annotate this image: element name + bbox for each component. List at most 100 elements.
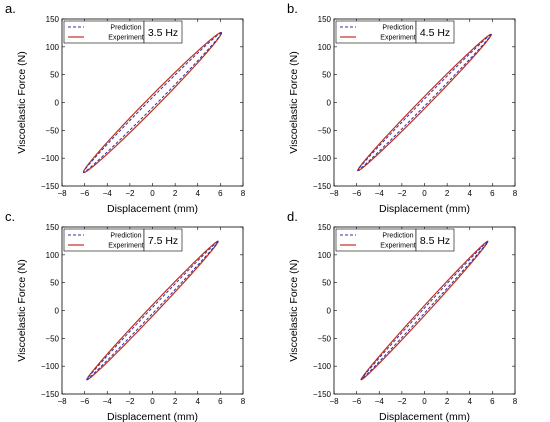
frequency-box xyxy=(415,228,455,252)
frequency-box xyxy=(143,20,183,44)
x-tick-label: 6 xyxy=(218,189,223,198)
legend-label-prediction: Prediction xyxy=(382,233,413,240)
y-tick-label: 0 xyxy=(55,99,60,108)
y-tick-label: −50 xyxy=(317,126,331,135)
x-tick-label: −6 xyxy=(80,397,90,406)
panel-label: b. xyxy=(287,1,298,16)
y-tick-label: 100 xyxy=(318,43,332,52)
x-axis-label: Displacement (mm) xyxy=(107,411,198,422)
x-tick-label: 2 xyxy=(173,397,178,406)
experiment-loop xyxy=(82,31,223,174)
y-tick-label: 100 xyxy=(46,43,60,52)
legend-label-prediction: Prediction xyxy=(110,233,141,240)
y-tick-label: −100 xyxy=(313,154,332,163)
y-tick-label: −100 xyxy=(41,362,60,371)
x-axis-label: Displacement (mm) xyxy=(379,411,470,422)
frequency-box xyxy=(415,20,455,44)
x-tick-label: −4 xyxy=(103,397,113,406)
x-tick-label: 4 xyxy=(196,397,201,406)
plot-frame xyxy=(61,226,244,395)
legend-label-experiment: Experiment xyxy=(380,35,415,42)
x-tick-label: 4 xyxy=(196,189,201,198)
x-tick-label: −4 xyxy=(103,189,113,198)
panel-label: a. xyxy=(5,1,16,16)
x-tick-label: −2 xyxy=(397,397,407,406)
x-tick-label: 8 xyxy=(241,189,246,198)
legend-label-experiment: Experiment xyxy=(108,35,143,42)
x-tick-label: −8 xyxy=(329,189,339,198)
y-tick-label: 50 xyxy=(50,279,59,288)
y-tick-label: 0 xyxy=(327,99,332,108)
frequency-label: 4.5 Hz xyxy=(420,27,450,39)
frequency-box xyxy=(143,228,183,252)
x-tick-label: −8 xyxy=(57,397,67,406)
y-axis-label: Viscoelastic Force (N) xyxy=(16,259,28,362)
x-tick-label: −6 xyxy=(352,189,362,198)
x-tick-label: −2 xyxy=(125,397,135,406)
prediction-loop xyxy=(360,240,489,381)
x-tick-label: 0 xyxy=(422,397,427,406)
x-tick-label: 0 xyxy=(422,189,427,198)
frequency-label: 3.5 Hz xyxy=(148,27,178,39)
panel-label: d. xyxy=(287,209,298,224)
x-tick-label: −6 xyxy=(80,189,90,198)
frequency-label: 7.5 Hz xyxy=(148,235,178,247)
x-axis-label: Displacement (mm) xyxy=(107,203,198,215)
x-tick-label: 0 xyxy=(150,397,155,406)
chart-panel-1: a. −8 −6 −4 −2 0 2 4 6 8 −150 −100 −50 0 50 100 150 Displ… xyxy=(5,1,246,215)
y-tick-label: 50 xyxy=(322,279,331,288)
y-tick-label: 150 xyxy=(318,223,332,232)
y-tick-label: −50 xyxy=(317,334,331,343)
legend-label-prediction: Prediction xyxy=(382,25,413,32)
y-tick-label: −150 xyxy=(313,390,332,399)
experiment-loop xyxy=(357,33,492,172)
x-tick-label: −4 xyxy=(375,397,385,406)
prediction-loop xyxy=(357,33,492,172)
y-tick-label: −50 xyxy=(45,334,59,343)
prediction-loop xyxy=(82,32,223,173)
chart-panel-4: d. −8 −6 −4 −2 0 2 4 6 8 −150 −100 −50 0 50 100 150 Displ… xyxy=(287,209,518,422)
x-tick-label: 2 xyxy=(173,189,178,198)
chart-panel-2: b. −8 −6 −4 −2 0 2 4 6 8 −150 −100 −50 0 50 100 150 Displ… xyxy=(287,1,518,215)
y-axis-label: Viscoelastic Force (N) xyxy=(16,51,28,154)
y-tick-label: 150 xyxy=(46,223,60,232)
legend-label-experiment: Experiment xyxy=(108,243,143,250)
y-tick-label: 0 xyxy=(327,307,332,316)
x-tick-label: 4 xyxy=(468,189,473,198)
x-tick-label: 8 xyxy=(513,189,518,198)
y-tick-label: −150 xyxy=(313,182,332,191)
x-tick-label: 6 xyxy=(490,189,495,198)
x-tick-label: −2 xyxy=(397,189,407,198)
y-tick-label: 150 xyxy=(46,15,60,24)
x-tick-label: 6 xyxy=(490,397,495,406)
y-tick-label: −100 xyxy=(41,154,60,163)
frequency-label: 8.5 Hz xyxy=(420,235,450,247)
chart-panel-3: c. −8 −6 −4 −2 0 2 4 6 8 −150 −100 −50 0 50 100 150 Displ… xyxy=(5,209,246,422)
legend-label-experiment: Experiment xyxy=(380,243,415,250)
x-tick-label: 8 xyxy=(241,397,246,406)
y-tick-label: −150 xyxy=(41,390,60,399)
x-tick-label: 4 xyxy=(468,397,473,406)
plot-frame xyxy=(333,18,516,187)
x-tick-label: 6 xyxy=(218,397,223,406)
y-tick-label: −100 xyxy=(313,362,332,371)
plot-frame xyxy=(61,18,244,187)
experiment-loop xyxy=(360,240,489,381)
x-tick-label: −8 xyxy=(57,189,67,198)
prediction-loop xyxy=(86,240,219,381)
y-tick-label: 50 xyxy=(50,71,59,80)
x-tick-label: −6 xyxy=(352,397,362,406)
experiment-loop xyxy=(86,240,219,381)
x-tick-label: −2 xyxy=(125,189,135,198)
x-tick-label: −8 xyxy=(329,397,339,406)
x-tick-label: 8 xyxy=(513,397,518,406)
y-axis-label: Viscoelastic Force (N) xyxy=(288,51,300,154)
y-tick-label: 100 xyxy=(46,251,60,260)
x-tick-label: −4 xyxy=(375,189,385,198)
y-tick-label: 50 xyxy=(322,71,331,80)
x-axis-label: Displacement (mm) xyxy=(379,203,470,215)
panel-label: c. xyxy=(5,209,15,224)
y-tick-label: 150 xyxy=(318,15,332,24)
x-tick-label: 2 xyxy=(445,397,450,406)
